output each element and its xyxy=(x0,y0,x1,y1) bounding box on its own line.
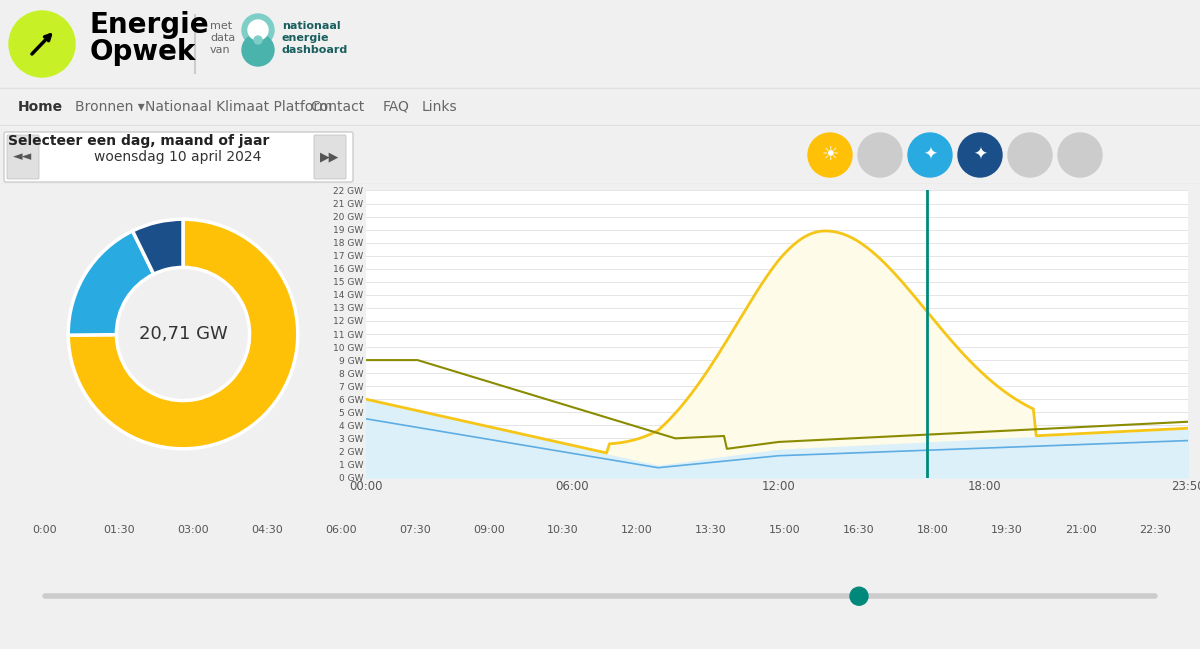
Text: ✦: ✦ xyxy=(923,146,937,164)
Circle shape xyxy=(1008,133,1052,177)
Text: 0:00: 0:00 xyxy=(32,525,58,535)
Text: 21:00: 21:00 xyxy=(1066,525,1097,535)
Circle shape xyxy=(958,133,1002,177)
Text: ◄◄: ◄◄ xyxy=(13,151,32,164)
Text: energie: energie xyxy=(282,33,330,43)
Text: 20,71 GW: 20,71 GW xyxy=(139,325,227,343)
Circle shape xyxy=(850,587,868,606)
Wedge shape xyxy=(68,231,154,335)
Text: ▶▶: ▶▶ xyxy=(320,151,340,164)
Text: FAQ: FAQ xyxy=(383,100,410,114)
Text: met: met xyxy=(210,21,232,31)
Text: Opwek: Opwek xyxy=(90,38,197,66)
Text: 15:00: 15:00 xyxy=(769,525,800,535)
FancyBboxPatch shape xyxy=(314,135,346,179)
Text: nationaal: nationaal xyxy=(282,21,341,31)
Text: 03:00: 03:00 xyxy=(178,525,209,535)
Wedge shape xyxy=(132,219,184,274)
Text: 01:30: 01:30 xyxy=(103,525,134,535)
Circle shape xyxy=(248,20,268,40)
Text: 13:30: 13:30 xyxy=(695,525,727,535)
Text: ✦: ✦ xyxy=(973,146,986,164)
Text: Selecteer een dag, maand of jaar: Selecteer een dag, maand of jaar xyxy=(8,134,269,147)
Circle shape xyxy=(242,34,274,66)
Text: van: van xyxy=(210,45,230,55)
Wedge shape xyxy=(68,219,298,449)
Text: 07:30: 07:30 xyxy=(400,525,431,535)
Text: Contact: Contact xyxy=(310,100,365,114)
Text: 18:00: 18:00 xyxy=(917,525,949,535)
Text: dashboard: dashboard xyxy=(282,45,348,55)
Text: ☀: ☀ xyxy=(821,145,839,164)
Circle shape xyxy=(10,11,74,77)
Circle shape xyxy=(242,14,274,46)
Text: woensdag 10 april 2024: woensdag 10 april 2024 xyxy=(95,150,262,164)
Text: 22:30: 22:30 xyxy=(1139,525,1171,535)
Text: Bronnen ▾: Bronnen ▾ xyxy=(74,100,145,114)
Text: 19:30: 19:30 xyxy=(991,525,1022,535)
FancyBboxPatch shape xyxy=(7,135,38,179)
Text: Home: Home xyxy=(18,100,64,114)
Text: 10:30: 10:30 xyxy=(547,525,578,535)
Circle shape xyxy=(248,40,268,60)
Text: 09:00: 09:00 xyxy=(473,525,505,535)
Text: Energie: Energie xyxy=(90,11,210,39)
Text: 06:00: 06:00 xyxy=(325,525,356,535)
FancyBboxPatch shape xyxy=(4,132,353,182)
Text: Nationaal Klimaat Platform: Nationaal Klimaat Platform xyxy=(145,100,332,114)
Text: 04:30: 04:30 xyxy=(251,525,283,535)
Text: Links: Links xyxy=(422,100,457,114)
Text: 16:30: 16:30 xyxy=(844,525,875,535)
Circle shape xyxy=(1058,133,1102,177)
Text: data: data xyxy=(210,33,235,43)
Circle shape xyxy=(808,133,852,177)
Text: 12:00: 12:00 xyxy=(622,525,653,535)
Circle shape xyxy=(254,36,262,44)
Circle shape xyxy=(908,133,952,177)
Circle shape xyxy=(858,133,902,177)
